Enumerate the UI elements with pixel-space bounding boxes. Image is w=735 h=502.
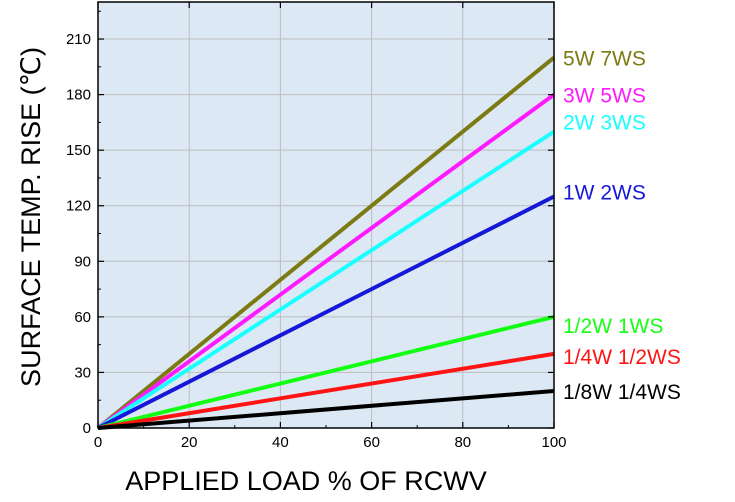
legend-label-2: 2W 3WS	[563, 112, 646, 135]
legend-label-4: 1/2W 1WS	[563, 315, 663, 338]
x-axis-label: APPLIED LOAD % OF RCWV	[125, 466, 487, 496]
series-line-4	[97, 314, 555, 430]
series-line-3	[97, 194, 555, 430]
legend-label-5: 1/4W 1/2WS	[563, 346, 681, 369]
y-tick-label: 180	[66, 87, 91, 104]
y-tick-label: 60	[74, 309, 91, 326]
series-line-6	[97, 388, 555, 430]
series-line-0	[96, 56, 556, 430]
x-tick-label: 60	[363, 434, 380, 451]
legend-label-0: 5W 7WS	[563, 48, 646, 71]
plot-area	[98, 2, 554, 428]
series-line-1	[96, 92, 556, 430]
x-tick-label: 80	[454, 434, 471, 451]
x-tick-label: 40	[272, 434, 289, 451]
legend-label-3: 1W 2WS	[563, 181, 646, 204]
y-axis-label: SURFACE TEMP. RISE (℃)	[16, 47, 46, 387]
y-tick-label: 30	[74, 364, 91, 381]
y-tick-label: 120	[66, 198, 91, 215]
series-line-5	[97, 351, 555, 430]
x-tick-label: 0	[94, 434, 102, 451]
x-tick-label: 20	[181, 434, 198, 451]
legend-label-6: 1/8W 1/4WS	[563, 381, 681, 404]
x-tick-label: 100	[541, 434, 566, 451]
legend-label-1: 3W 5WS	[563, 85, 646, 108]
y-tick-label: 90	[74, 253, 91, 270]
series-line-2	[96, 129, 556, 430]
y-tick-label: 150	[66, 142, 91, 159]
y-tick-label: 0	[83, 420, 91, 437]
y-tick-label: 210	[66, 31, 91, 48]
